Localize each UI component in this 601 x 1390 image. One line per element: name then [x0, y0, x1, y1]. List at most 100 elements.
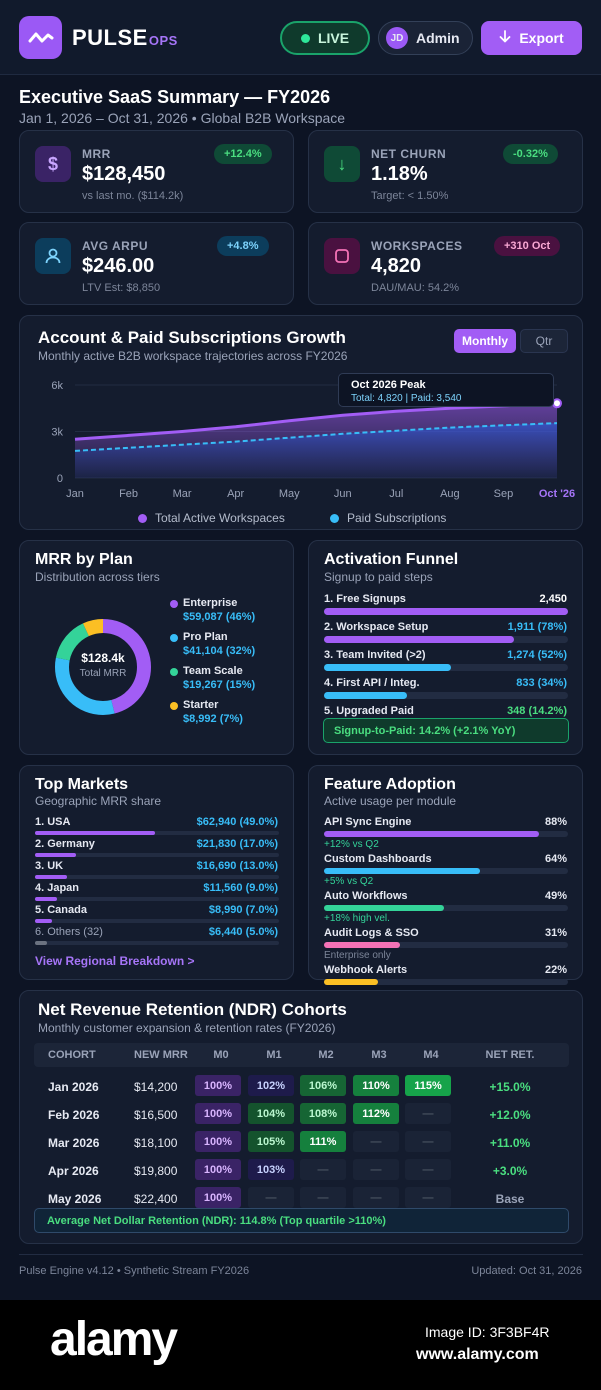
- kpi-change-badge: +310 Oct: [494, 236, 561, 256]
- tooltip-title: Oct 2026 Peak: [351, 379, 426, 391]
- donut-slice[interactable]: [55, 619, 151, 715]
- market-value: $16,690 (13.0%): [196, 860, 278, 872]
- ndr-header-cell: M4: [423, 1049, 439, 1061]
- ndr-header-cell: NEW MRR: [134, 1049, 188, 1061]
- kpi-value: 1.18%: [371, 163, 428, 185]
- funnel-step-value: 2,450: [539, 593, 567, 605]
- ndr-new-mrr: $22,400: [134, 1192, 178, 1206]
- ndr-cohort: May 2026: [48, 1192, 102, 1206]
- section-subtitle: Distribution across tiers: [35, 570, 160, 584]
- ndr-net-retention: +15.0%: [489, 1080, 531, 1094]
- market-track: [35, 875, 279, 879]
- download-arrow-icon: [499, 30, 511, 46]
- kpi-card-avg-arpu[interactable]: AVG ARPU $246.00 LTV Est: $8,850 +4.8%: [19, 222, 294, 305]
- market-label: 5. Canada: [35, 904, 87, 916]
- section-subtitle: Active usage per module: [324, 794, 457, 808]
- feature-label: Webhook Alerts: [324, 964, 408, 976]
- legend-paid-subscriptions[interactable]: Paid Subscriptions: [330, 511, 446, 525]
- ndr-header-cell: NET RET.: [485, 1049, 535, 1061]
- ndr-table-row[interactable]: Apr 2026 $19,800 100% 103% — — — +3.0%: [20, 1159, 584, 1181]
- chart-title: Account & Paid Subscriptions Growth: [38, 328, 346, 347]
- plan-value: $19,267 (15%): [183, 679, 256, 691]
- market-label: 6. Others (32): [35, 926, 103, 938]
- ndr-header-cell: M1: [266, 1049, 282, 1061]
- ndr-retention-cell: —: [248, 1187, 294, 1208]
- feature-value: 31%: [544, 927, 567, 939]
- section-title: Feature Adoption: [324, 776, 456, 793]
- market-bar: [35, 941, 48, 945]
- kpi-label: MRR: [82, 147, 111, 161]
- funnel-step-track: [324, 608, 568, 615]
- donut-slice[interactable]: [55, 619, 151, 715]
- funnel-step-label: 3. Team Invited (>2): [324, 649, 426, 661]
- watermark-brand: alamy: [50, 1313, 178, 1366]
- watermark-url: www.alamy.com: [416, 1346, 539, 1363]
- funnel-step-track: [324, 636, 568, 643]
- feature-track: [324, 868, 568, 874]
- ndr-cohort: Feb 2026: [48, 1108, 100, 1122]
- paid-subscriptions-line: [74, 422, 558, 452]
- plan-legend-item[interactable]: Team Scale $19,267 (15%): [170, 665, 290, 697]
- ndr-new-mrr: $19,800: [134, 1164, 178, 1178]
- kpi-subtext: vs last mo. ($114.2k): [82, 190, 184, 202]
- pulse-logo-icon[interactable]: [19, 16, 62, 59]
- kpi-value: $128,450: [82, 163, 166, 185]
- market-label: 4. Japan: [35, 882, 80, 894]
- x-tick-label: May: [279, 488, 300, 500]
- section-subtitle: Monthly customer expansion & retention r…: [38, 1021, 336, 1035]
- funnel-step-label: 5. Upgraded Paid: [324, 705, 414, 717]
- feature-note: +12% vs Q2: [324, 839, 379, 850]
- ndr-retention-cell: 100%: [195, 1075, 241, 1096]
- page-title: Executive SaaS Summary — FY2026: [19, 87, 331, 107]
- chart-subtitle: Monthly active B2B workspace trajectorie…: [38, 349, 348, 363]
- ndr-net-retention: +12.0%: [489, 1108, 531, 1122]
- x-tick-label: Feb: [119, 488, 138, 500]
- kpi-change-badge: +4.8%: [217, 236, 269, 256]
- kpi-card-mrr[interactable]: $ MRR $128,450 vs last mo. ($114.2k) +12…: [19, 130, 294, 213]
- legend-dot: [170, 634, 178, 642]
- peak-point[interactable]: [552, 398, 562, 409]
- ndr-retention-cell: 106%: [300, 1075, 346, 1096]
- feature-note: Enterprise only: [324, 950, 391, 961]
- ndr-retention-cell: 115%: [405, 1075, 451, 1096]
- plan-legend-item[interactable]: Pro Plan $41,104 (32%): [170, 631, 290, 663]
- legend-dot: [138, 513, 147, 523]
- kpi-card-net-churn[interactable]: ↓ NET CHURN 1.18% Target: < 1.50% -0.32%: [308, 130, 583, 213]
- funnel-step-value: 1,911 (78%): [507, 621, 567, 633]
- ndr-table-row[interactable]: Mar 2026 $18,100 100% 105% 111% — — +11.0%: [20, 1131, 584, 1153]
- page-subtitle: Jan 1, 2026 – Oct 31, 2026 • Global B2B …: [19, 110, 346, 126]
- funnel-step-bar: [324, 636, 515, 643]
- toggle-monthly[interactable]: Monthly: [454, 329, 516, 353]
- toggle-qtr[interactable]: Qtr: [520, 329, 568, 353]
- feature-value: 22%: [544, 964, 567, 976]
- plan-legend-item[interactable]: Enterprise $59,087 (46%): [170, 597, 290, 629]
- legend-total-workspaces[interactable]: Total Active Workspaces: [138, 511, 285, 525]
- ndr-table-row[interactable]: Jan 2026 $14,200 100% 102% 106% 110% 115% +15.0…: [20, 1075, 584, 1097]
- section-subtitle: Geographic MRR share: [35, 794, 162, 808]
- feature-track: [324, 979, 568, 985]
- ndr-table-row[interactable]: Feb 2026 $16,500 100% 104% 108% 112% — +12.0%: [20, 1103, 584, 1125]
- regional-breakdown-link[interactable]: View Regional Breakdown >: [35, 954, 195, 968]
- plan-name: Team Scale: [183, 665, 243, 677]
- kpi-card-workspaces[interactable]: WORKSPACES 4,820 DAU/MAU: 54.2% +310 Oct: [308, 222, 583, 305]
- kpi-subtext: LTV Est: $8,850: [82, 282, 161, 294]
- section-title: Activation Funnel: [324, 551, 459, 568]
- section-title: MRR by Plan: [35, 551, 133, 568]
- ndr-retention-cell: —: [405, 1103, 451, 1124]
- ndr-retention-cell: 100%: [195, 1187, 241, 1208]
- legend-label: Paid Subscriptions: [347, 511, 447, 525]
- user-icon: [35, 238, 71, 274]
- feature-value: 64%: [544, 853, 567, 865]
- ndr-retention-cell: 112%: [353, 1103, 399, 1124]
- ndr-retention-cell: —: [353, 1187, 399, 1208]
- user-menu-button[interactable]: JD Admin: [378, 21, 473, 55]
- watermark-strip: alamy Image ID: 3F3BF4R www.alamy.com: [0, 1300, 601, 1390]
- feature-label: Auto Workflows: [324, 890, 408, 902]
- brand-name: PULSEOPS: [72, 25, 178, 50]
- ndr-table-row[interactable]: May 2026 $22,400 100% — — — — Base: [20, 1187, 584, 1209]
- funnel-step-bar: [324, 692, 407, 699]
- growth-chart-card: Account & Paid Subscriptions Growth Mont…: [19, 315, 583, 530]
- plan-legend-item[interactable]: Starter $8,992 (7%): [170, 699, 290, 731]
- live-toggle-button[interactable]: LIVE: [280, 21, 370, 55]
- export-button[interactable]: Export: [481, 21, 582, 55]
